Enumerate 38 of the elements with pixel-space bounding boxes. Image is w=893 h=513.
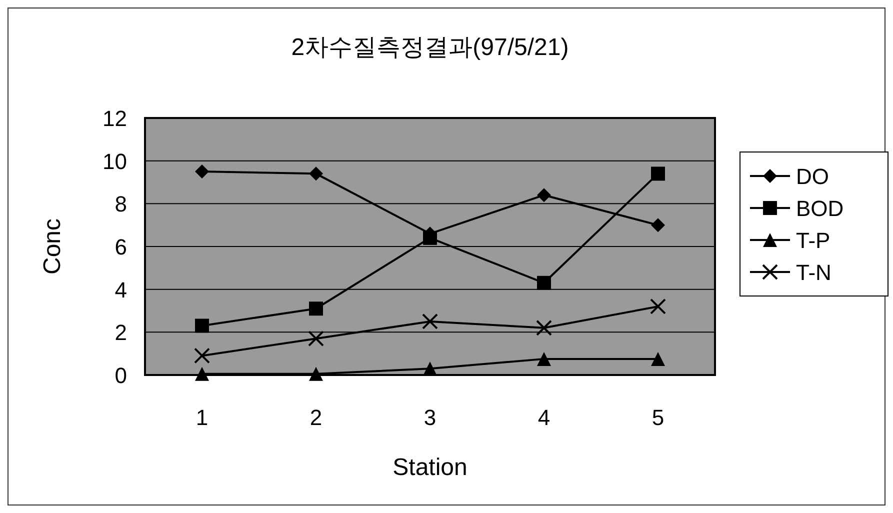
x-axis-title: Station <box>392 454 468 481</box>
x-tick-label: 3 <box>424 405 436 430</box>
x-tick-label: 1 <box>196 405 208 430</box>
point <box>651 352 665 366</box>
point <box>650 298 666 314</box>
point <box>537 352 551 366</box>
point <box>423 362 437 376</box>
point <box>195 318 209 333</box>
legend-label: T-N <box>796 260 832 285</box>
point <box>309 366 323 381</box>
y-tick-label: 6 <box>114 234 127 260</box>
y-tick-label: 0 <box>114 363 127 388</box>
point <box>195 164 209 179</box>
y-tick-label: 2 <box>114 320 127 346</box>
point <box>309 302 323 316</box>
point <box>537 276 551 290</box>
y-tick-label: 12 <box>102 106 127 131</box>
x-tick-label: 2 <box>310 405 322 430</box>
y-tick-label: 4 <box>114 277 127 302</box>
chart-title: 2차수질측정결과(97/5/21) <box>291 34 569 61</box>
point <box>194 348 210 364</box>
point <box>651 166 665 181</box>
point <box>536 320 552 336</box>
point <box>651 218 665 232</box>
point <box>308 330 324 347</box>
y-tick-label: 10 <box>102 148 127 174</box>
x-tick-label: 4 <box>538 405 550 430</box>
point <box>195 366 209 381</box>
y-tick-label: 8 <box>114 192 127 217</box>
point <box>422 313 438 330</box>
legend-label: T-P <box>796 228 830 253</box>
point <box>423 230 437 245</box>
y-axis-title: Conc <box>39 218 66 275</box>
legend-label: DO <box>796 164 829 189</box>
point <box>309 166 323 181</box>
point <box>537 188 551 202</box>
legend-label: BOD <box>796 196 844 221</box>
x-tick-label: 5 <box>652 405 664 430</box>
